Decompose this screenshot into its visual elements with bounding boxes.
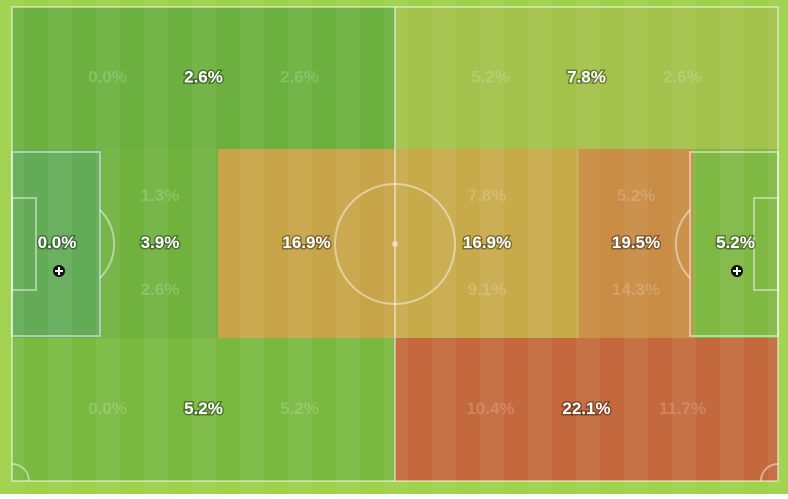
zone-subvalue: 2.6%: [280, 67, 319, 86]
pitch-lines: [11, 6, 779, 482]
zone-subvalue: 0.0%: [88, 399, 127, 418]
zone-value: 22.1%: [562, 399, 610, 418]
zone-value: 16.9%: [463, 233, 511, 252]
zone-subvalue: 2.6%: [141, 280, 180, 299]
zone-subvalue: 9.1%: [468, 280, 507, 299]
player-markers: [53, 265, 743, 277]
zone-value: 19.5%: [612, 233, 660, 252]
zone-subvalue: 5.2%: [617, 186, 656, 205]
zone-subvalue: 11.7%: [659, 399, 706, 418]
zone-value: 5.2%: [184, 399, 223, 418]
zone-value: 7.8%: [567, 67, 606, 86]
zone-subvalue: 1.3%: [141, 186, 180, 205]
zone-subvalue: 10.4%: [466, 399, 514, 418]
zone-subvalue: 7.8%: [468, 186, 507, 205]
zone-value: 0.0%: [38, 233, 77, 252]
zone-subvalue: 2.6%: [663, 67, 702, 86]
zone-value: 2.6%: [184, 67, 223, 86]
zone-value: 5.2%: [716, 233, 755, 252]
zone-subvalue: 0.0%: [88, 67, 127, 86]
zone-value: 16.9%: [282, 233, 330, 252]
zone-subvalue: 14.3%: [612, 280, 660, 299]
zone-value: 3.9%: [141, 233, 180, 252]
zone-subvalue: 5.2%: [471, 67, 510, 86]
zone-subvalue: 5.2%: [280, 399, 319, 418]
